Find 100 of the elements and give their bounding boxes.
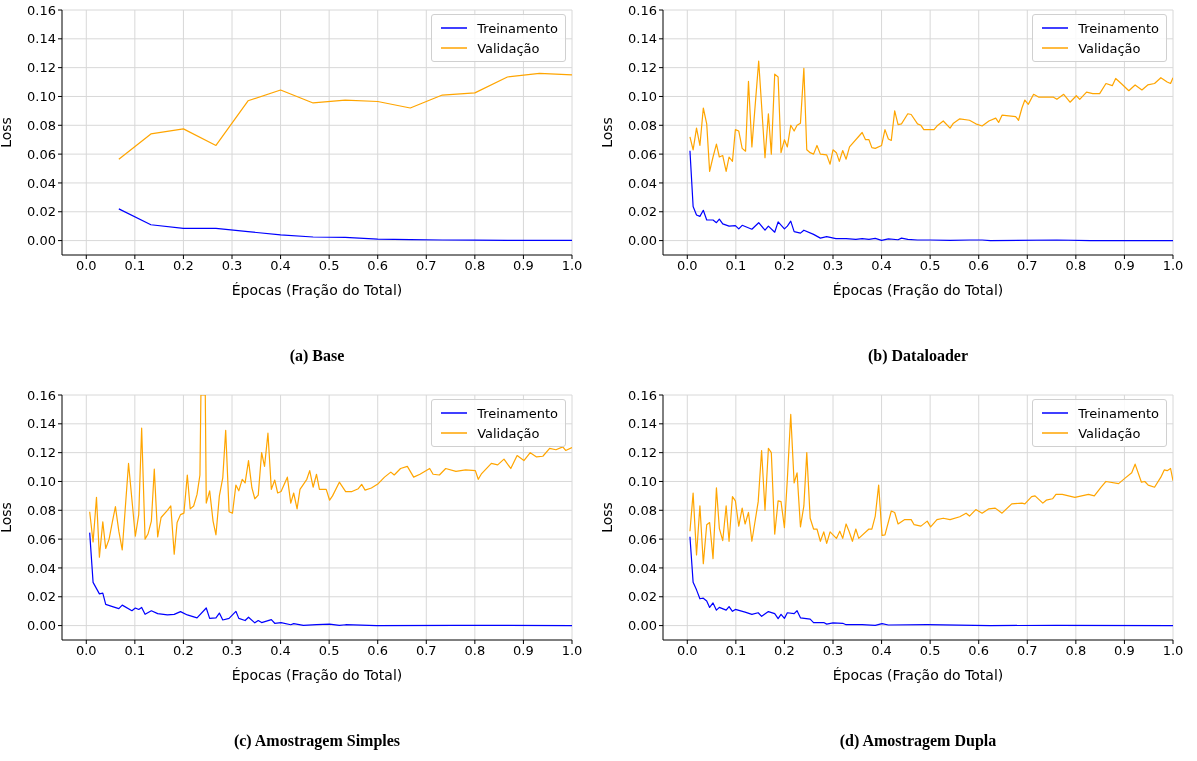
x-tick-label: 0.8 (464, 258, 486, 274)
x-tick-label: 1.0 (1162, 643, 1184, 659)
line-series (689, 60, 1173, 173)
y-tick-label: 0.04 (628, 175, 657, 191)
y-tick-label: 0.08 (27, 117, 56, 133)
y-tick-label: 0.02 (27, 589, 56, 605)
x-tick-label: 0.5 (318, 258, 340, 274)
y-tick-label: 0.12 (27, 60, 56, 76)
x-tick-label: 0.9 (513, 643, 534, 659)
y-tick-label: 0.04 (27, 175, 56, 191)
y-axis-title: Loss (0, 117, 14, 148)
x-tick-label: 0.9 (1114, 258, 1135, 274)
x-tick-label: 0.9 (1114, 643, 1135, 659)
y-axis-title: Loss (598, 117, 615, 148)
x-tick-label: 0.5 (919, 643, 941, 659)
y-tick-label: 0.00 (628, 233, 657, 249)
legend-label: Treinamento (477, 20, 558, 36)
y-tick-label: 0.10 (628, 89, 657, 105)
y-tick-label: 0.16 (27, 2, 56, 18)
x-tick-label: 0.2 (173, 643, 194, 659)
legend-label: Treinamento (1078, 405, 1159, 421)
legend-label: Validação (1078, 40, 1141, 56)
x-axis-title: Épocas (Fração do Total) (832, 282, 1004, 298)
x-tick-label: 0.4 (270, 258, 291, 274)
x-tick-label: 0.9 (513, 258, 534, 274)
y-axis-title: Loss (0, 502, 14, 533)
x-axis-title: Épocas (Fração do Total) (832, 667, 1004, 683)
y-tick-label: 0.08 (628, 502, 657, 518)
x-tick-label: 0.4 (270, 643, 291, 659)
y-tick-label: 0.06 (628, 146, 657, 162)
y-tick-label: 0.12 (27, 445, 56, 461)
x-tick-label: 0.7 (1016, 258, 1038, 274)
x-tick-label: 0.2 (774, 643, 795, 659)
x-tick-label: 1.0 (1162, 258, 1184, 274)
x-tick-label: 0.1 (124, 643, 146, 659)
y-tick-label: 0.00 (27, 618, 56, 634)
line-series (89, 395, 572, 558)
x-tick-label: 0.5 (318, 643, 340, 659)
y-tick-label: 0.16 (27, 387, 56, 403)
y-tick-label: 0.00 (628, 618, 657, 634)
line-series (118, 208, 572, 241)
line-series (118, 72, 572, 160)
y-tick-label: 0.04 (628, 560, 657, 576)
x-tick-label: 0.6 (968, 258, 990, 274)
legend-label: Treinamento (477, 405, 558, 421)
x-tick-label: 0.3 (221, 643, 243, 659)
x-tick-label: 0.3 (822, 643, 844, 659)
y-tick-label: 0.00 (27, 233, 56, 249)
y-tick-label: 0.02 (628, 204, 657, 220)
legend-label: Validação (1078, 425, 1141, 441)
y-tick-label: 0.16 (628, 2, 657, 18)
text: (a) Base (288, 347, 346, 365)
x-tick-label: 0.0 (676, 258, 698, 274)
x-tick-label: 1.0 (561, 643, 583, 659)
y-tick-label: 0.10 (27, 474, 56, 490)
legend-label: Validação (477, 425, 540, 441)
y-tick-label: 0.12 (628, 445, 657, 461)
x-tick-label: 0.3 (221, 258, 243, 274)
y-tick-label: 0.14 (27, 31, 56, 47)
y-tick-label: 0.10 (628, 474, 657, 490)
x-tick-label: 0.1 (725, 643, 747, 659)
y-tick-label: 0.14 (628, 416, 657, 432)
y-tick-label: 0.06 (27, 146, 56, 162)
x-tick-label: 0.2 (774, 258, 795, 274)
y-tick-label: 0.06 (27, 531, 56, 547)
y-tick-label: 0.04 (27, 560, 56, 576)
x-tick-label: 0.5 (919, 258, 941, 274)
x-tick-label: 0.7 (1016, 643, 1038, 659)
x-axis-title: Épocas (Fração do Total) (231, 667, 403, 683)
y-tick-label: 0.02 (27, 204, 56, 220)
x-tick-label: 0.0 (676, 643, 698, 659)
x-tick-label: 0.1 (725, 258, 747, 274)
y-tick-label: 0.12 (628, 60, 657, 76)
x-tick-label: 0.8 (464, 643, 486, 659)
y-axis-title: Loss (598, 502, 615, 533)
y-tick-label: 0.10 (27, 89, 56, 105)
y-tick-label: 0.06 (628, 531, 657, 547)
line-series (689, 536, 1173, 627)
y-tick-label: 0.16 (628, 387, 657, 403)
x-axis-title: Épocas (Fração do Total) (231, 282, 403, 298)
x-tick-label: 0.6 (367, 258, 389, 274)
x-tick-label: 0.1 (124, 258, 146, 274)
x-tick-label: 0.0 (75, 643, 97, 659)
x-tick-label: 0.2 (173, 258, 194, 274)
x-tick-label: 0.6 (968, 643, 990, 659)
text: (b) Dataloader (867, 347, 969, 365)
y-tick-label: 0.08 (628, 117, 657, 133)
x-tick-label: 0.8 (1065, 258, 1087, 274)
y-tick-label: 0.14 (27, 416, 56, 432)
y-tick-label: 0.08 (27, 502, 56, 518)
x-tick-label: 1.0 (561, 258, 583, 274)
text: (d) Amostragem Dupla (838, 732, 998, 750)
x-tick-label: 0.7 (415, 643, 437, 659)
x-tick-label: 0.3 (822, 258, 844, 274)
x-tick-label: 0.0 (75, 258, 97, 274)
y-tick-label: 0.14 (628, 31, 657, 47)
legend-label: Validação (477, 40, 540, 56)
x-tick-label: 0.6 (367, 643, 389, 659)
text: (c) Amostragem Simples (232, 732, 402, 750)
legend-label: Treinamento (1078, 20, 1159, 36)
